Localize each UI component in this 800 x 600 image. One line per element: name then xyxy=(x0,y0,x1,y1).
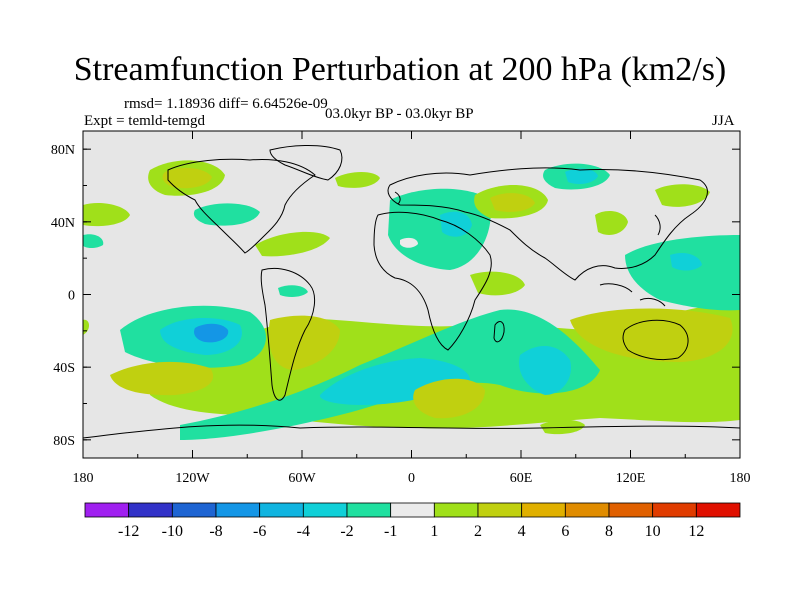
map-ticks: 80N 40N 0 40S 80S 180 120W 60W 0 60E 120E 180 xyxy=(51,131,751,486)
negative-dateline xyxy=(83,234,104,249)
colorbar: -12 -10 -8 -6 -4 -2 -1 1 2 4 6 8 10 12 xyxy=(84,502,741,540)
positive-australia xyxy=(570,308,733,362)
negative-west-pacific-core xyxy=(670,253,702,271)
colorbar-label: -2 xyxy=(340,523,353,540)
colorbar-label: -1 xyxy=(384,523,397,540)
north-america-coast xyxy=(167,158,316,254)
negative-europe-africa xyxy=(388,188,491,270)
positive-antarctic xyxy=(540,419,585,435)
greenland-coast xyxy=(269,144,343,181)
colorbar-swatch xyxy=(433,502,479,518)
colorbar-label: 12 xyxy=(688,523,704,540)
positive-north-atlantic xyxy=(335,172,380,188)
colorbar-swatch xyxy=(259,502,304,518)
colorbar-label: -8 xyxy=(209,523,222,540)
colorbar-swatch xyxy=(521,502,566,518)
negative-siberia-core xyxy=(565,168,598,184)
colorbar-label: 2 xyxy=(474,523,482,540)
eurasia-coast xyxy=(387,167,708,281)
x-tick-label: 60E xyxy=(510,471,533,486)
colorbar-swatch xyxy=(346,502,392,518)
negative-core-indian xyxy=(519,345,571,395)
colorbar-swatch xyxy=(564,502,610,518)
negative-north-america xyxy=(193,203,260,226)
colorbar-swatch xyxy=(171,502,217,518)
positive-central-asia-core xyxy=(490,193,535,212)
colorbar-swatch xyxy=(215,502,261,518)
x-tick-label: 60W xyxy=(288,471,316,486)
colorbar-label: 10 xyxy=(645,523,661,540)
period-label: 03.0kyr BP - 03.0kyr BP xyxy=(325,106,474,122)
colorbar-swatch xyxy=(652,502,697,518)
positive-west-pacific xyxy=(83,203,130,227)
colorbar-label: 4 xyxy=(518,523,526,540)
positive-east-asia xyxy=(595,210,628,235)
x-tick-label: 180 xyxy=(73,471,94,486)
rmsd-label: rmsd= 1.18936 diff= 6.64526e-09 xyxy=(124,96,328,112)
colorbar-label: -10 xyxy=(162,523,183,540)
colorbar-label: -12 xyxy=(118,523,139,540)
colorbar-label: -4 xyxy=(297,523,310,540)
y-tick-label: 40N xyxy=(51,216,75,231)
colorbar-swatch xyxy=(608,502,654,518)
x-tick-label: 180 xyxy=(730,471,751,486)
contour-fills xyxy=(83,160,740,440)
positive-north-pacific-west xyxy=(655,184,710,207)
australia-coast xyxy=(622,319,689,361)
positive-atlantic xyxy=(255,231,330,257)
colorbar-label: -6 xyxy=(253,523,266,540)
positive-arabian-sea xyxy=(470,271,525,296)
y-tick-label: 0 xyxy=(68,289,75,304)
coastlines xyxy=(83,144,740,439)
experiment-label: Expt = temld-temgd xyxy=(84,113,205,129)
positive-north-pacific-core xyxy=(162,167,212,189)
positive-south-pacific xyxy=(110,361,214,396)
south-america-coast xyxy=(260,267,316,401)
y-tick-label: 80S xyxy=(53,434,75,449)
africa-coast xyxy=(373,211,492,351)
colorbar-swatch xyxy=(390,502,435,518)
negative-tropical-atlantic xyxy=(278,285,308,297)
antarctica-coast xyxy=(83,424,740,439)
x-tick-label: 120E xyxy=(616,471,646,486)
positive-south-america xyxy=(268,315,340,370)
map-title: Streamfunction Perturbation at 200 hPa (… xyxy=(73,51,727,88)
map-plot: 80N 40N 0 40S 80S 180 120W 60W 0 60E 120E 180 xyxy=(51,130,751,486)
season-label: JJA xyxy=(712,113,735,129)
x-tick-label: 120W xyxy=(175,471,210,486)
colorbar-label: 6 xyxy=(561,523,569,540)
colorbar-swatch xyxy=(84,502,130,518)
madagascar-coast xyxy=(493,321,505,343)
colorbar-swatch xyxy=(477,502,523,518)
colorbar-swatch xyxy=(128,502,173,518)
neutral-gap xyxy=(400,237,418,248)
x-tick-label: 0 xyxy=(408,471,415,486)
indonesia-coast xyxy=(599,283,666,307)
negative-south-pacific-core xyxy=(194,323,229,343)
colorbar-swatch xyxy=(302,502,348,518)
y-tick-label: 40S xyxy=(53,361,75,376)
positive-south-indian xyxy=(413,378,485,419)
colorbar-label: 8 xyxy=(605,523,613,540)
colorbar-label: 1 xyxy=(430,523,438,540)
colorbar-swatch xyxy=(695,502,741,518)
negative-west-pacific xyxy=(625,235,740,311)
y-tick-label: 80N xyxy=(51,143,75,158)
island-coasts xyxy=(394,191,661,236)
